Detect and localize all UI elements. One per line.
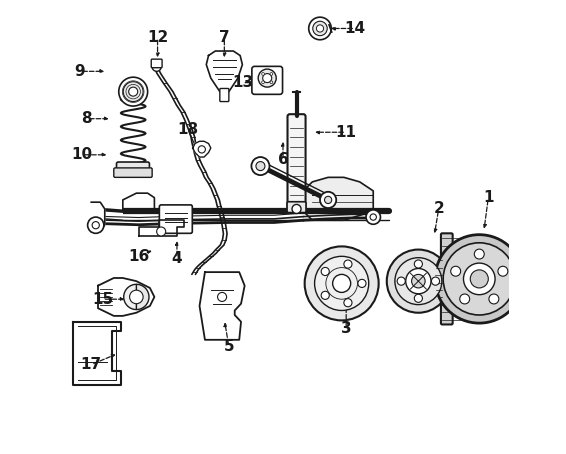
Circle shape [320,192,336,208]
Circle shape [324,196,332,203]
Text: 3: 3 [341,321,351,336]
Circle shape [344,299,352,307]
Circle shape [261,73,264,75]
Text: 9: 9 [75,64,85,79]
FancyBboxPatch shape [151,59,162,68]
Circle shape [358,279,366,287]
Circle shape [431,277,440,285]
Text: 16: 16 [128,249,149,264]
Text: 18: 18 [178,123,199,138]
Wedge shape [123,82,143,102]
Text: 17: 17 [81,357,102,372]
Text: 6: 6 [278,152,288,167]
Circle shape [414,294,422,302]
Circle shape [460,294,470,304]
Circle shape [308,17,331,40]
Circle shape [321,291,329,299]
FancyBboxPatch shape [220,89,229,102]
Text: 10: 10 [72,147,93,162]
Wedge shape [119,77,148,106]
Circle shape [470,270,488,288]
Circle shape [292,204,301,213]
Polygon shape [73,322,121,385]
Text: 13: 13 [232,75,253,90]
Circle shape [130,290,143,304]
Polygon shape [206,51,242,92]
FancyBboxPatch shape [117,162,149,175]
Circle shape [333,274,351,292]
Circle shape [397,277,405,285]
Wedge shape [136,284,149,310]
Circle shape [270,73,273,75]
Circle shape [88,217,104,233]
Circle shape [387,250,450,313]
Circle shape [256,162,265,171]
Circle shape [92,222,100,229]
Circle shape [370,214,376,220]
FancyBboxPatch shape [252,66,282,94]
FancyBboxPatch shape [288,114,306,209]
Circle shape [451,266,461,276]
Circle shape [251,157,269,175]
Text: 15: 15 [92,292,113,307]
Circle shape [305,247,379,321]
Text: 11: 11 [336,125,357,140]
Text: 2: 2 [434,202,444,217]
Polygon shape [139,220,184,236]
Polygon shape [98,278,155,316]
Circle shape [315,257,368,311]
Text: 4: 4 [171,251,182,266]
Text: 7: 7 [219,30,230,45]
Circle shape [411,274,425,288]
Circle shape [395,258,442,305]
Wedge shape [124,284,136,310]
Circle shape [366,210,380,224]
Text: 12: 12 [147,30,168,45]
FancyBboxPatch shape [287,202,306,212]
Circle shape [489,294,499,304]
Polygon shape [303,178,373,220]
FancyBboxPatch shape [160,205,192,233]
Circle shape [217,292,226,301]
Circle shape [498,266,508,276]
Polygon shape [200,272,245,340]
Circle shape [258,69,276,87]
Circle shape [321,267,329,276]
Circle shape [414,260,422,268]
Circle shape [157,227,166,236]
Circle shape [474,249,484,259]
Circle shape [443,243,516,315]
Circle shape [152,62,161,71]
Text: 14: 14 [345,21,366,36]
Text: 1: 1 [483,190,494,205]
Polygon shape [123,193,155,211]
Circle shape [464,263,495,295]
FancyBboxPatch shape [114,168,152,178]
Circle shape [316,25,324,32]
Circle shape [270,81,273,84]
Circle shape [263,74,272,83]
FancyBboxPatch shape [441,233,453,325]
Circle shape [313,21,327,36]
Circle shape [406,268,431,294]
Polygon shape [193,141,211,157]
Polygon shape [91,202,105,232]
Text: 5: 5 [224,339,234,354]
Circle shape [128,87,138,96]
Text: 8: 8 [82,111,92,126]
Circle shape [198,146,205,153]
Circle shape [344,260,352,268]
Circle shape [261,81,264,84]
Circle shape [435,235,524,323]
